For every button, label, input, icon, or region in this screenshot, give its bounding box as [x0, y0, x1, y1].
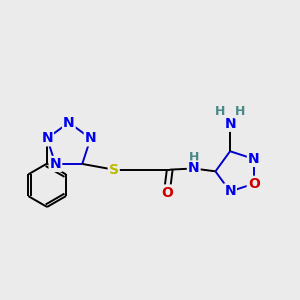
- Text: N: N: [41, 131, 53, 146]
- Text: O: O: [161, 185, 173, 200]
- Text: O: O: [248, 177, 260, 191]
- Text: N: N: [224, 184, 236, 199]
- Text: N: N: [224, 117, 236, 131]
- Text: N: N: [248, 152, 260, 166]
- Text: N: N: [85, 131, 96, 146]
- Text: S: S: [109, 163, 119, 177]
- Text: N: N: [63, 116, 75, 130]
- Text: H: H: [214, 105, 225, 118]
- Text: N: N: [188, 161, 200, 176]
- Text: N: N: [50, 157, 61, 171]
- Text: H: H: [235, 105, 245, 118]
- Text: H: H: [188, 151, 199, 164]
